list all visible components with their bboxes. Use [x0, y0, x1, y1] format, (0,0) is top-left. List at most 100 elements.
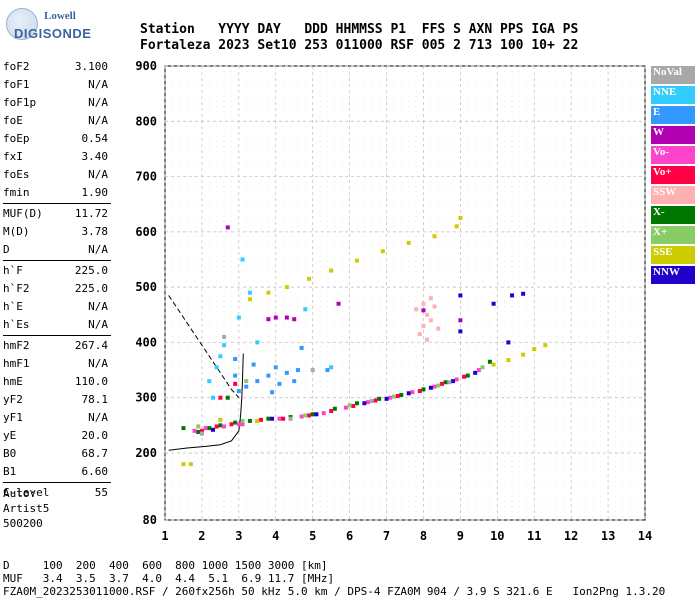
param-row: foEs N/A	[3, 166, 108, 184]
echo-point-nnw	[510, 293, 515, 298]
y-tick-label: 800	[135, 114, 157, 128]
param-name: hmF2	[3, 339, 30, 352]
param-row: yF2 78.1	[3, 391, 108, 409]
param-name: h`F	[3, 264, 23, 277]
echo-point-ssw	[428, 318, 433, 323]
legend-item: Vo-	[651, 146, 695, 164]
echo-point-sse	[329, 268, 334, 273]
echo-point-nne	[218, 354, 223, 359]
legend-item: E	[651, 106, 695, 124]
station-header: Station YYYY DAY DDD HHMMSS P1 FFS S AXN…	[140, 22, 578, 54]
echo-point-vo-	[388, 395, 393, 400]
header-labels: Station YYYY DAY DDD HHMMSS P1 FFS S AXN…	[140, 22, 579, 37]
echo-point-nne	[214, 365, 219, 370]
echo-point-vo-	[432, 384, 437, 389]
param-row: foF1 N/A	[3, 76, 108, 94]
echo-point-x-	[266, 416, 271, 421]
x-tick-label: 4	[272, 529, 279, 543]
echo-point-ssw	[428, 296, 433, 301]
echo-point-noval	[199, 431, 204, 436]
echo-point-x-	[181, 426, 186, 431]
echo-point-x-	[465, 373, 470, 378]
param-value: 20.0	[81, 429, 109, 442]
echo-point-e	[292, 379, 297, 384]
param-row: fxI 3.40	[3, 148, 108, 166]
x-tick-label: 9	[457, 529, 464, 543]
echo-point-e	[299, 345, 304, 350]
echo-point-sse	[491, 362, 496, 367]
echo-point-ssw	[432, 304, 437, 309]
param-value: N/A	[88, 243, 108, 256]
echo-point-x-	[196, 429, 201, 434]
echo-point-noval	[222, 334, 227, 339]
param-value: N/A	[88, 318, 108, 331]
echo-point-vo-	[259, 417, 263, 422]
echo-point-x-	[421, 387, 426, 392]
echo-point-x-	[377, 396, 382, 401]
echo-point-w	[458, 318, 463, 323]
param-name: foF2	[3, 60, 30, 73]
param-value: N/A	[88, 78, 108, 91]
echo-point-vo-	[351, 404, 356, 409]
echo-point-nne	[211, 395, 215, 400]
echo-point-e	[233, 357, 238, 362]
echo-point-sse	[247, 297, 252, 302]
param-name: M(D)	[3, 225, 30, 238]
echo-point-w	[273, 315, 278, 320]
echo-point-nne	[255, 340, 260, 345]
plot-frame	[164, 65, 646, 521]
echo-point-vo-	[281, 416, 286, 421]
echo-point-e	[266, 373, 271, 378]
echo-point-sse	[506, 358, 511, 363]
x-tick-label: 10	[490, 529, 504, 543]
param-row: yF1 N/A	[3, 409, 108, 427]
param-value: 1.90	[81, 186, 109, 199]
echo-point-nne	[236, 315, 241, 320]
echo-point-sse	[355, 258, 359, 263]
param-name: fxI	[3, 150, 23, 163]
echo-point-vo-	[343, 405, 348, 410]
param-row: hmF2 267.4	[3, 337, 108, 355]
echo-point-vo-	[236, 422, 241, 427]
echo-point-sse	[307, 276, 311, 281]
echo-point-sse	[255, 418, 260, 423]
param-row: hmF1 N/A	[3, 355, 108, 373]
echo-point-ssw	[417, 332, 422, 337]
echo-point-vo-	[366, 400, 371, 405]
echo-point-x-	[218, 423, 223, 428]
echo-point-vo-	[329, 408, 334, 413]
echo-point-ssw	[414, 307, 419, 312]
echo-point-x-	[207, 426, 212, 431]
echo-point-x-	[355, 401, 359, 406]
echo-point-vo-	[410, 390, 415, 395]
param-value: 78.1	[81, 393, 109, 406]
echo-point-x-	[247, 418, 252, 423]
polarization-legend: NoVal NNE E W Vo- Vo+ SSW X- X+ SSE NNW	[651, 66, 695, 286]
param-row: B1 6.60	[3, 463, 108, 481]
y-tick-label: 80	[143, 513, 157, 527]
echo-point-nnw	[211, 427, 215, 432]
echo-point-vo-	[321, 411, 326, 416]
param-value: 225.0	[74, 264, 108, 277]
lowell-digisonde-logo: Lowell DIGISONDE	[6, 8, 91, 42]
param-row: C-level 55	[3, 484, 108, 502]
echo-point-nnw	[451, 379, 455, 384]
echo-point-vo-	[476, 368, 481, 373]
echo-point-vo-	[240, 422, 245, 427]
param-value: 6.60	[81, 465, 109, 478]
echo-point-ssw	[425, 337, 430, 342]
legend-item: NoVal	[651, 66, 695, 84]
param-name: yE	[3, 429, 17, 442]
param-row: h`E N/A	[3, 298, 108, 316]
param-row: foF1p N/A	[3, 94, 108, 112]
legend-item: Vo+	[651, 166, 695, 184]
echo-point-vo-	[229, 422, 234, 427]
param-value: 225.0	[74, 282, 108, 295]
param-row: hmE 110.0	[3, 373, 108, 391]
echo-point-noval	[310, 368, 315, 373]
echo-point-vo-	[307, 413, 311, 418]
param-name: hmE	[3, 375, 23, 388]
echo-point-noval	[369, 399, 374, 404]
echo-point-x-	[303, 413, 308, 418]
echo-point-sse	[380, 249, 385, 254]
